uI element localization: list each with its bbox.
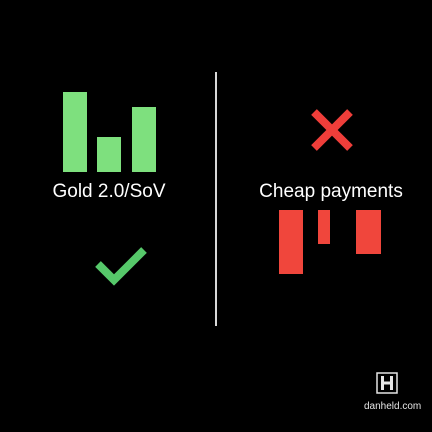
check-icon bbox=[95, 247, 147, 286]
bar-long-left bbox=[279, 210, 303, 274]
h-logo-icon bbox=[376, 372, 398, 394]
divider bbox=[215, 72, 217, 326]
brand-text: danheld.com bbox=[364, 401, 422, 412]
brand: danheld.com bbox=[364, 372, 422, 412]
bar-medium-right bbox=[356, 210, 381, 254]
bar-tall-right bbox=[132, 107, 156, 172]
bar-short bbox=[97, 137, 121, 172]
bar-short-middle bbox=[318, 210, 330, 244]
bar-tall-left bbox=[63, 92, 87, 172]
cross-icon bbox=[311, 109, 353, 151]
right-label: Cheap payments bbox=[259, 181, 403, 202]
left-label: Gold 2.0/SoV bbox=[52, 181, 166, 202]
